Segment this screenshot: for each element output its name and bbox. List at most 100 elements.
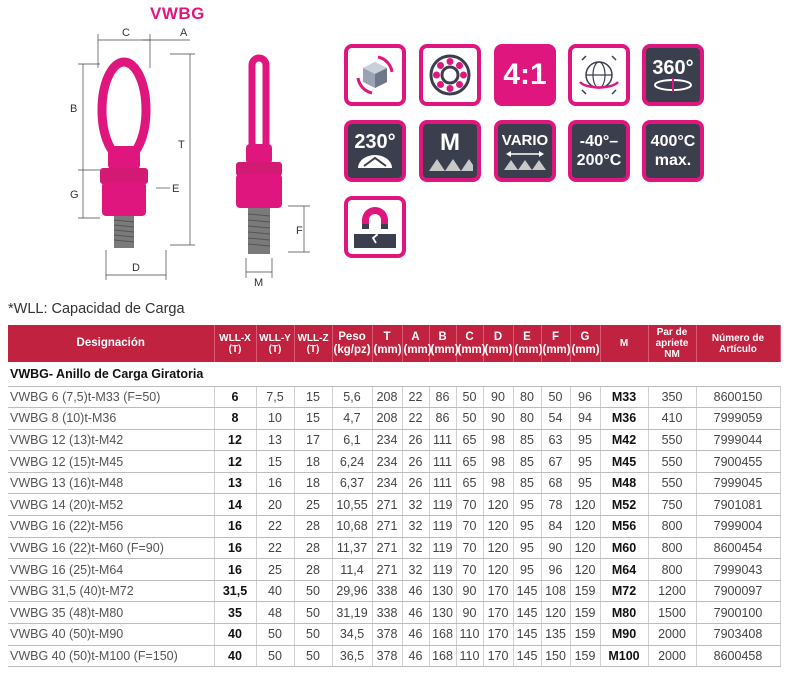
- table-cell: M36: [600, 407, 649, 430]
- column-header-unit: (T): [306, 343, 320, 355]
- table-cell: 130: [429, 601, 457, 625]
- table-cell: 6,1: [332, 429, 373, 452]
- column-header-label: T: [383, 330, 391, 343]
- table-cell: 15: [294, 386, 333, 409]
- table-cell: 32: [402, 558, 430, 581]
- table-cell: 98: [483, 472, 514, 495]
- table-cell: M45: [600, 450, 649, 473]
- table-row: VWBG 40 (50)t-M90 40 50 50 34,5 378 46 168 110 17…: [8, 623, 781, 646]
- swivel-360-icon: 360°: [642, 44, 704, 106]
- table-cell: 378: [372, 623, 403, 646]
- globe-rotation-icon: [568, 44, 630, 106]
- table-cell: 5,6: [332, 386, 373, 409]
- table-cell: 22: [256, 515, 295, 538]
- table-cell: 67: [541, 450, 571, 473]
- table-cell: 7900100: [696, 601, 781, 625]
- table-cell: M52: [600, 493, 649, 517]
- wll-note: *WLL: Capacidad de Carga: [8, 301, 185, 317]
- table-cell: 800: [648, 515, 697, 538]
- table-cell: 16: [256, 472, 295, 495]
- table-cell: 18: [294, 472, 333, 495]
- cell-designation: VWBG 16 (25)t-M64: [8, 558, 215, 581]
- table-cell: 95: [570, 472, 601, 495]
- column-header-label: Designación: [76, 337, 145, 350]
- table-cell: 10,55: [332, 493, 373, 517]
- ball-bearing-icon: [419, 44, 481, 106]
- table-cell: 46: [402, 645, 430, 668]
- column-header-9: D (mm): [483, 325, 514, 362]
- table-cell: 4,7: [332, 407, 373, 430]
- table-cell: 26: [402, 429, 430, 452]
- table-cell: 120: [483, 558, 514, 581]
- table-cell: 338: [372, 601, 403, 625]
- table-cell: 550: [648, 472, 697, 495]
- table-cell: 208: [372, 407, 403, 430]
- cell-designation: VWBG 31,5 (40)t-M72: [8, 580, 215, 603]
- table-cell: 7999043: [696, 558, 781, 581]
- table-cell: 54: [541, 407, 571, 430]
- rotation-cube-icon: [344, 44, 406, 106]
- table-cell: 22: [256, 537, 295, 560]
- dim-label-a: A: [180, 27, 188, 39]
- temperature-range-icon: -40°– 200°C: [568, 120, 630, 182]
- column-header-unit: NM: [664, 349, 680, 360]
- column-header-11: F (mm): [541, 325, 571, 362]
- table-cell: 65: [456, 472, 484, 495]
- table-cell: 80: [513, 407, 542, 430]
- vario-thread-icon: VARIO: [494, 120, 556, 182]
- table-cell: 32: [402, 537, 430, 560]
- cell-designation: VWBG 12 (13)t-M42: [8, 429, 215, 452]
- product-title: VWBG: [150, 4, 205, 23]
- column-header-5: T (mm): [372, 325, 403, 362]
- table-cell: 46: [402, 623, 430, 646]
- table-cell: 168: [429, 623, 457, 646]
- table-cell: M64: [600, 558, 649, 581]
- table-cell: 10,68: [332, 515, 373, 538]
- table-cell: 159: [570, 645, 601, 668]
- table-cell: 85: [513, 472, 542, 495]
- table-cell: 378: [372, 645, 403, 668]
- table-cell: 234: [372, 429, 403, 452]
- table-cell: 6: [214, 386, 257, 409]
- group-title: VWBG- Anillo de Carga Giratoria: [8, 362, 780, 387]
- table-cell: 95: [570, 450, 601, 473]
- table-cell: 50: [456, 407, 484, 430]
- table-cell: 96: [541, 558, 571, 581]
- table-cell: 271: [372, 558, 403, 581]
- column-header-label: WLL-Z: [297, 332, 329, 344]
- table-cell: 70: [456, 537, 484, 560]
- table-cell: 13: [214, 472, 257, 495]
- table-cell: 271: [372, 515, 403, 538]
- table-cell: 85: [513, 450, 542, 473]
- table-cell: 8: [214, 407, 257, 430]
- table-cell: 65: [456, 450, 484, 473]
- dim-label-m: M: [254, 277, 263, 289]
- cell-designation: VWBG 40 (50)t-M90: [8, 623, 215, 646]
- table-cell: 46: [402, 601, 430, 625]
- cell-designation: VWBG 6 (7,5)t-M33 (F=50): [8, 386, 215, 409]
- table-cell: 350: [648, 386, 697, 409]
- table-cell: 15: [294, 407, 333, 430]
- table-cell: 338: [372, 580, 403, 603]
- table-cell: 40: [214, 623, 257, 646]
- column-header-8: C (mm): [456, 325, 486, 362]
- table-cell: 119: [429, 558, 457, 581]
- table-cell: 70: [456, 493, 484, 517]
- column-header-label: Peso: [338, 330, 366, 343]
- column-header-2: WLL-Y (T): [256, 325, 295, 362]
- table-cell: 46: [402, 580, 430, 603]
- table-cell: 145: [513, 623, 542, 646]
- table-cell: 111: [429, 472, 457, 495]
- table-cell: M100: [600, 645, 649, 668]
- table-cell: 48: [256, 601, 295, 625]
- column-header-4: Peso (kg/pz): [332, 325, 373, 362]
- column-header-14: Par de apriete NM: [648, 325, 697, 362]
- table-cell: 120: [483, 537, 514, 560]
- table-cell: 550: [648, 429, 697, 452]
- table-cell: 22: [402, 386, 430, 409]
- table-cell: 1200: [648, 580, 697, 603]
- table-row: VWBG 14 (20)t-M52 14 20 25 10,55 271 32 119 70 12…: [8, 493, 781, 517]
- column-header-label: B: [438, 330, 447, 343]
- column-header-unit: Artículo: [719, 343, 757, 355]
- table-cell: M80: [600, 601, 649, 625]
